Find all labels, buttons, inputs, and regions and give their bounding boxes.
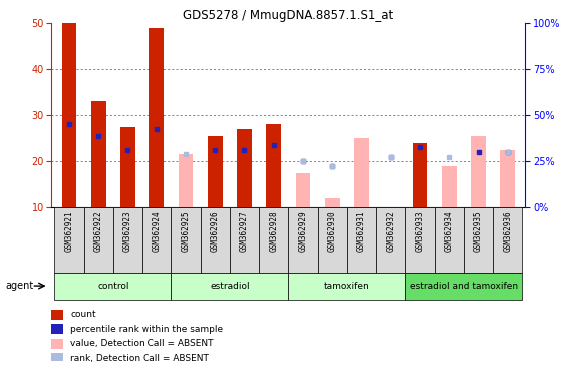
Bar (493, 207, 522, 273)
Bar (325, 198, 340, 207)
Text: GSM362924: GSM362924 (152, 211, 161, 252)
Bar (200, 207, 230, 273)
Bar (150, 28, 164, 207)
Text: agent: agent (6, 281, 34, 291)
Text: GSM362930: GSM362930 (328, 211, 337, 252)
Bar (62, 23, 77, 207)
Text: GSM362929: GSM362929 (299, 211, 307, 252)
Text: GSM362923: GSM362923 (123, 211, 132, 252)
Bar (413, 143, 427, 207)
Bar (83, 207, 113, 273)
Text: estradiol and tamoxifen: estradiol and tamoxifen (410, 281, 518, 291)
Bar (54, 207, 83, 273)
Text: tamoxifen: tamoxifen (324, 281, 370, 291)
Bar (259, 207, 288, 273)
Bar (464, 207, 493, 273)
Bar (171, 207, 200, 273)
Text: rank, Detection Call = ABSENT: rank, Detection Call = ABSENT (70, 354, 209, 363)
Bar (376, 207, 405, 273)
Bar (354, 138, 369, 207)
Bar (288, 273, 405, 300)
Text: value, Detection Call = ABSENT: value, Detection Call = ABSENT (70, 339, 214, 348)
Bar (405, 207, 435, 273)
Text: percentile rank within the sample: percentile rank within the sample (70, 325, 223, 334)
Bar (405, 273, 522, 300)
Text: GSM362935: GSM362935 (474, 211, 483, 252)
Bar (51, 339, 63, 349)
Bar (288, 207, 317, 273)
Text: GSM362931: GSM362931 (357, 211, 366, 252)
Text: GSM362926: GSM362926 (211, 211, 220, 252)
Text: control: control (97, 281, 128, 291)
Bar (317, 207, 347, 273)
Bar (54, 273, 171, 300)
Bar (91, 101, 106, 207)
Bar (237, 129, 252, 207)
Bar (500, 150, 515, 207)
Text: GSM362934: GSM362934 (445, 211, 454, 252)
Text: GSM362925: GSM362925 (182, 211, 191, 252)
Text: GSM362936: GSM362936 (503, 211, 512, 252)
Text: estradiol: estradiol (210, 281, 250, 291)
Bar (435, 207, 464, 273)
Text: GSM362932: GSM362932 (386, 211, 395, 252)
Bar (51, 324, 63, 334)
Title: GDS5278 / MmugDNA.8857.1.S1_at: GDS5278 / MmugDNA.8857.1.S1_at (183, 9, 393, 22)
Bar (171, 273, 288, 300)
Bar (120, 127, 135, 207)
Bar (296, 173, 310, 207)
Bar (142, 207, 171, 273)
Text: GSM362927: GSM362927 (240, 211, 249, 252)
Bar (179, 154, 193, 207)
Bar (113, 207, 142, 273)
Bar (208, 136, 223, 207)
Bar (230, 207, 259, 273)
Bar (51, 353, 63, 363)
Bar (267, 124, 281, 207)
Text: count: count (70, 310, 96, 319)
Bar (442, 166, 457, 207)
Text: GSM362922: GSM362922 (94, 211, 103, 252)
Bar (471, 136, 486, 207)
Bar (347, 207, 376, 273)
Text: GSM362928: GSM362928 (270, 211, 278, 252)
Bar (51, 310, 63, 319)
Text: GSM362933: GSM362933 (416, 211, 424, 252)
Text: GSM362921: GSM362921 (65, 211, 74, 252)
